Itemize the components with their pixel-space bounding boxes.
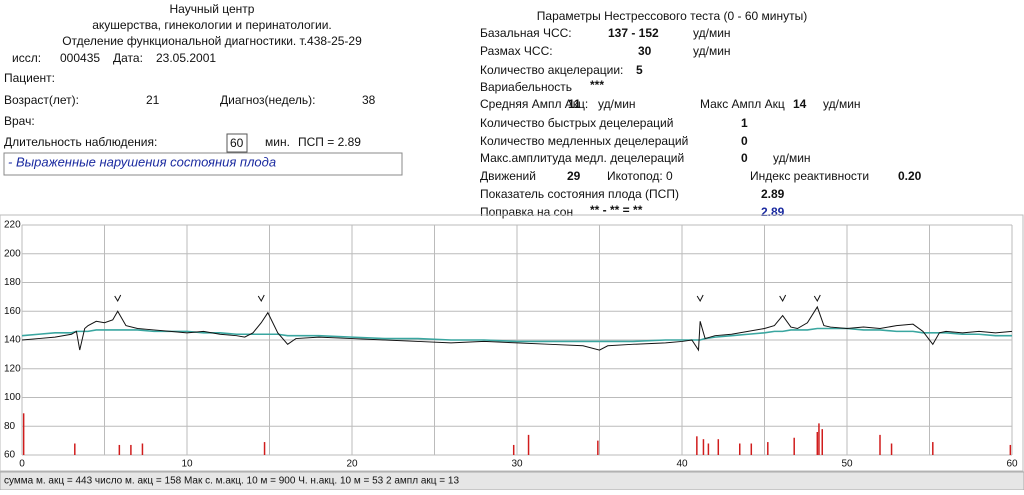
- label: Показатель состояния плода (ПСП): [480, 187, 679, 201]
- value: 11: [568, 97, 581, 111]
- label: Базальная ЧСС:: [480, 26, 572, 40]
- value: 0.20: [898, 169, 922, 183]
- label: иссл:: [12, 51, 41, 65]
- label: Количество акцелерации:: [480, 63, 623, 77]
- label: Диагноз(недель):: [220, 93, 315, 107]
- label: Макс.амплитуда медл. децелераций: [480, 151, 684, 165]
- label: Дата:: [113, 51, 143, 65]
- label: Поправка на сон: [480, 205, 573, 219]
- label: Длительность наблюдения:: [4, 135, 157, 149]
- value: 1: [741, 116, 748, 130]
- label: Икотопод: 0: [607, 169, 673, 183]
- y-tick-label: 200: [4, 248, 21, 259]
- unit: уд/мин: [693, 26, 731, 40]
- acceleration-mark: [114, 294, 122, 303]
- x-tick-label: 30: [511, 459, 523, 470]
- x-tick-label: 40: [676, 459, 688, 470]
- value: 2.89: [761, 205, 785, 219]
- value: 5: [636, 63, 643, 77]
- label: Средняя Ампл Акц:: [480, 97, 588, 111]
- value: 29: [567, 169, 581, 183]
- acceleration-mark: [813, 294, 821, 303]
- unit: уд/мин: [823, 97, 861, 111]
- label: мин.: [265, 135, 290, 149]
- value: 21: [146, 93, 160, 107]
- input-value[interactable]: 60: [230, 136, 244, 150]
- x-tick-label: 50: [841, 459, 853, 470]
- value: 0: [741, 151, 748, 165]
- y-tick-label: 100: [4, 392, 21, 403]
- y-tick-label: 120: [4, 363, 21, 374]
- conclusion: - Выраженные нарушения состояния плода: [8, 154, 276, 169]
- value: 2.89: [761, 187, 785, 201]
- y-tick-label: 220: [4, 220, 21, 231]
- org: Отделение функциональной диагностики. т.…: [62, 34, 362, 48]
- plot: 60 80 100 120 140 160 180 200 220 0 10 20 30 40 50 60: [4, 220, 1018, 470]
- value: ** - ** = **: [590, 203, 643, 217]
- y-tick-label: 160: [4, 306, 21, 317]
- label: Врач:: [4, 114, 35, 128]
- x-tick-label: 10: [181, 459, 193, 470]
- chart-frame: [0, 214, 1024, 472]
- y-tick-label: 60: [4, 450, 16, 461]
- label: Количество медленных децелераций: [480, 134, 688, 148]
- trace: [21, 305, 1013, 352]
- label: Количество быстрых децелераций: [480, 116, 673, 130]
- unit: уд/мин: [598, 97, 636, 111]
- label: Вариабельность: [480, 80, 572, 94]
- x-tick-label: 20: [346, 459, 358, 470]
- input-box[interactable]: [226, 133, 248, 153]
- acceleration-mark: [257, 294, 265, 303]
- params-title: Параметры Нестрессового теста (0 - 60 ми…: [537, 9, 807, 23]
- label: Макс Ампл Акц: [700, 97, 785, 111]
- y-tick-label: 180: [4, 277, 21, 288]
- unit: уд/мин: [693, 44, 731, 58]
- label: Индекс реактивности: [750, 169, 869, 183]
- label: Движений: [480, 169, 536, 183]
- x-tick-label: 60: [1006, 459, 1018, 470]
- y-tick-label: 140: [4, 335, 21, 346]
- value: ***: [590, 78, 604, 92]
- value: 30: [638, 44, 652, 58]
- acceleration-mark: [696, 294, 704, 303]
- value: 0: [741, 134, 748, 148]
- value: 137 - 152: [608, 26, 659, 40]
- value: 38: [362, 93, 376, 107]
- acceleration-mark: [779, 294, 787, 303]
- label: Возраст(лет):: [4, 93, 79, 107]
- conclusion-box: [3, 152, 403, 176]
- label: Пациент:: [4, 71, 55, 85]
- org: Научный центр: [170, 2, 255, 16]
- value: 000435: [60, 51, 100, 65]
- trace: [21, 327, 1012, 343]
- x-tick-label: 0: [19, 459, 25, 470]
- value: 14: [793, 97, 807, 111]
- value: ПСП = 2.89: [298, 135, 361, 149]
- y-tick-label: 80: [4, 421, 16, 432]
- org: акушерства, гинекологии и перинатологии.: [92, 18, 332, 32]
- value: 23.05.2001: [156, 51, 216, 65]
- unit: уд/мин: [773, 151, 811, 165]
- status-text: сумма м. акц = 443 число м. акц = 158 Ма…: [4, 476, 459, 487]
- label: Размах ЧСС:: [480, 44, 553, 58]
